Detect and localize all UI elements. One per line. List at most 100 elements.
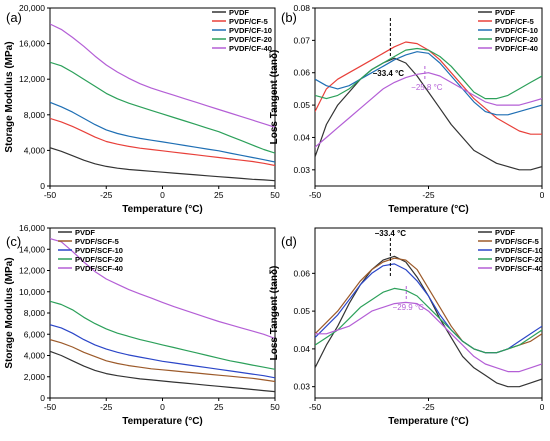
legend-label: PVDF/CF-10: [229, 26, 272, 35]
y-tick-label: 14,000: [19, 244, 45, 254]
legend-label: PVDF/SCF-5: [75, 237, 119, 246]
y-tick-label: 0: [40, 181, 45, 191]
series-line-pvdf-scf-5: [50, 339, 275, 383]
y-tick-label: 0.06: [293, 68, 310, 78]
legend-label: PVDF/SCF-10: [75, 246, 123, 255]
y-tick-label: 0.08: [293, 3, 310, 13]
panel-d: (d) -50 -25 0 0.03 0.04 0.05 0.06 Temperature (°…: [269, 227, 545, 427]
x-tick-label: -25: [100, 402, 113, 412]
y-tick-label: 12,000: [19, 74, 45, 84]
legend-label: PVDF/CF-20: [495, 35, 538, 44]
x-axis-title: Temperature (°C): [388, 416, 469, 427]
series-line-pvdf: [315, 255, 542, 388]
x-tick-label: 50: [270, 190, 280, 200]
y-tick-label: 0: [40, 393, 45, 403]
x-tick-label: -50: [44, 190, 57, 200]
y-tick-label: 12,000: [19, 266, 45, 276]
annotation-label: −25.8 °C: [411, 83, 443, 92]
legend-label: PVDF: [75, 228, 95, 237]
y-axis-title: Loss Tangent (tanδ): [269, 50, 280, 145]
x-tick-label: 0: [160, 190, 165, 200]
y-tick-label: 16,000: [19, 39, 45, 49]
x-tick-label: 0: [160, 402, 165, 412]
legend-label: PVDF/SCF-20: [495, 255, 543, 264]
y-tick-label: 0.07: [293, 35, 310, 45]
series-line-pvdf: [50, 147, 275, 182]
x-axis-title: Temperature (°C): [388, 204, 469, 215]
series-line-pvdf-cf-10: [50, 101, 275, 163]
legend-label: PVDF/SCF-10: [495, 246, 543, 255]
x-tick-label: -25: [422, 402, 435, 412]
y-axis-title: Storage Modulus (MPa): [4, 41, 15, 152]
legend-label: PVDF/CF-40: [229, 44, 272, 53]
panel-label: (d): [281, 234, 297, 249]
x-tick-label: -50: [309, 190, 322, 200]
x-tick-label: 0: [540, 190, 545, 200]
x-tick-label: -50: [309, 402, 322, 412]
series-group: [50, 238, 275, 393]
panel-label: (b): [281, 10, 297, 25]
panel-label: (a): [6, 10, 22, 25]
x-tick-label: 0: [540, 402, 545, 412]
legend-label: PVDF/CF-20: [229, 35, 272, 44]
series-line-pvdf-cf-20: [315, 47, 542, 100]
y-tick-label: 20,000: [19, 3, 45, 13]
x-tick-label: 25: [214, 402, 224, 412]
x-tick-label: 25: [214, 190, 224, 200]
legend-label: PVDF: [495, 228, 515, 237]
series-line-pvdf-cf-40: [315, 72, 542, 148]
series-line-pvdf-scf-20: [315, 287, 542, 354]
series-line-pvdf-cf-40: [50, 23, 275, 128]
y-tick-label: 10,000: [19, 287, 45, 297]
panel-label: (c): [6, 234, 21, 249]
y-tick-label: 2,000: [24, 372, 46, 382]
y-tick-label: 8,000: [24, 308, 46, 318]
y-axis-title: Storage Modulus (MPa): [4, 257, 15, 368]
x-tick-label: -25: [100, 190, 113, 200]
panel-c: (c) -50 -25 0 25 50 0 2,000 4,000 6,000 8,000 10,00…: [4, 223, 280, 427]
series-line-pvdf-scf-40: [50, 238, 275, 340]
panel-b: (b) -50 -25 0 0.03 0.04 0.05 0.06 0.07 0.08 Temper…: [269, 3, 545, 215]
x-axis-title: Temperature (°C): [122, 416, 203, 427]
legend-label: PVDF/CF-5: [495, 17, 534, 26]
legend-label: PVDF/CF-40: [495, 44, 538, 53]
series-line-pvdf-scf-20: [50, 300, 275, 370]
legend-label: PVDF/SCF-40: [495, 264, 543, 273]
series-group: [315, 41, 542, 171]
y-tick-label: 4,000: [24, 145, 46, 155]
y-tick-label: 0.05: [293, 306, 310, 316]
series-line-pvdf-cf-20: [50, 61, 275, 154]
y-tick-label: 0.04: [293, 344, 310, 354]
legend: PVDFPVDF/SCF-5PVDF/SCF-10PVDF/SCF-20PVDF…: [58, 228, 123, 273]
legend-label: PVDF: [495, 8, 515, 17]
legend: PVDFPVDF/SCF-5PVDF/SCF-10PVDF/SCF-20PVDF…: [478, 228, 543, 273]
series-group: [315, 255, 542, 388]
y-tick-label: 0.05: [293, 100, 310, 110]
y-tick-label: 4,000: [24, 351, 46, 361]
x-tick-label: -25: [422, 190, 435, 200]
x-tick-label: 50: [270, 402, 280, 412]
y-tick-label: 0.03: [293, 165, 310, 175]
x-tick-label: -50: [44, 402, 57, 412]
series-line-pvdf: [315, 57, 542, 171]
series-line-pvdf-scf-40: [315, 301, 542, 373]
y-tick-label: 6,000: [24, 329, 46, 339]
series-line-pvdf: [50, 350, 275, 393]
y-tick-label: 0.06: [293, 268, 310, 278]
y-tick-label: 8,000: [24, 110, 46, 120]
legend-label: PVDF/SCF-5: [495, 237, 539, 246]
y-tick-label: 0.03: [293, 382, 310, 392]
panel-a: (a) -50 -25 0 25 50 0 4,000 8,000 12,000 16,000 20,…: [4, 3, 280, 215]
x-axis-title: Temperature (°C): [122, 204, 203, 215]
legend-label: PVDF/SCF-40: [75, 264, 123, 273]
y-tick-label: 16,000: [19, 223, 45, 233]
annotation-label: −29.9 °C: [393, 303, 425, 312]
annotation-label: −33.4 °C: [375, 229, 407, 238]
legend: PVDFPVDF/CF-5PVDF/CF-10PVDF/CF-20PVDF/CF…: [478, 8, 538, 53]
series-line-pvdf-cf-10: [315, 51, 542, 116]
series-line-pvdf-cf-5: [50, 117, 275, 167]
legend-label: PVDF/CF-5: [229, 17, 268, 26]
series-line-pvdf-scf-10: [315, 263, 542, 354]
